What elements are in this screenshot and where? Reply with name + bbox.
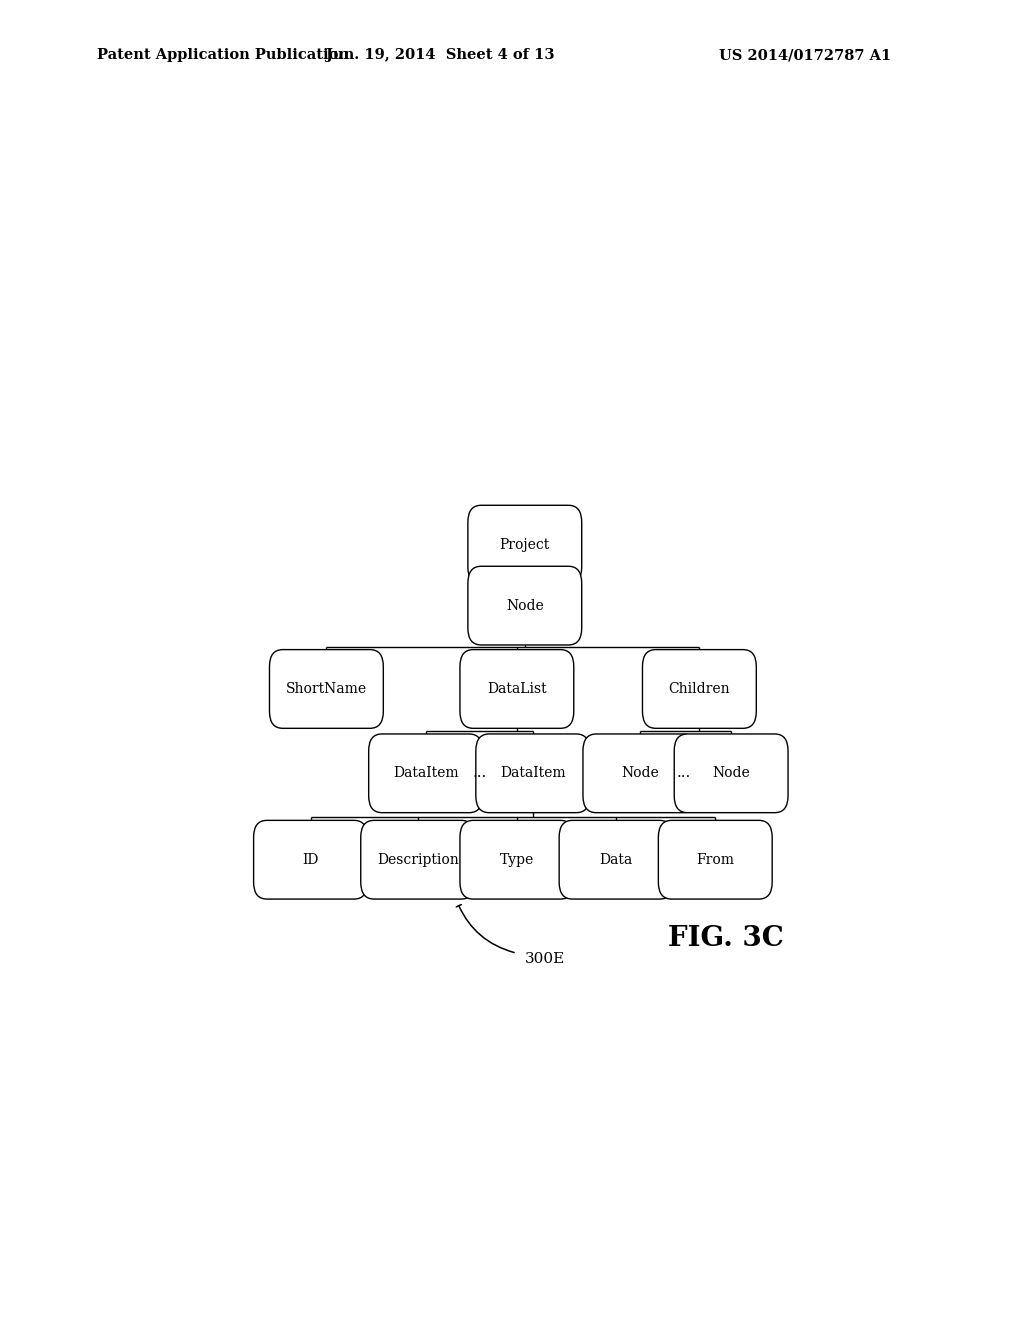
Text: Type: Type bbox=[500, 853, 534, 867]
FancyBboxPatch shape bbox=[460, 820, 573, 899]
Text: US 2014/0172787 A1: US 2014/0172787 A1 bbox=[719, 49, 891, 62]
FancyBboxPatch shape bbox=[476, 734, 590, 813]
Text: Patent Application Publication: Patent Application Publication bbox=[97, 49, 349, 62]
Text: Node: Node bbox=[506, 598, 544, 612]
Text: ...: ... bbox=[677, 767, 690, 780]
FancyBboxPatch shape bbox=[658, 820, 772, 899]
FancyBboxPatch shape bbox=[254, 820, 368, 899]
Text: ID: ID bbox=[302, 853, 318, 867]
FancyBboxPatch shape bbox=[460, 649, 573, 729]
FancyBboxPatch shape bbox=[583, 734, 696, 813]
FancyBboxPatch shape bbox=[468, 506, 582, 583]
Text: Node: Node bbox=[713, 767, 750, 780]
Text: FIG. 3C: FIG. 3C bbox=[668, 925, 783, 953]
Text: ...: ... bbox=[472, 767, 486, 780]
Text: 300E: 300E bbox=[524, 952, 565, 966]
FancyBboxPatch shape bbox=[642, 649, 757, 729]
FancyBboxPatch shape bbox=[360, 820, 474, 899]
FancyBboxPatch shape bbox=[369, 734, 482, 813]
Text: DataItem: DataItem bbox=[393, 767, 459, 780]
FancyBboxPatch shape bbox=[468, 566, 582, 645]
Text: Children: Children bbox=[669, 682, 730, 696]
Text: Jun. 19, 2014  Sheet 4 of 13: Jun. 19, 2014 Sheet 4 of 13 bbox=[326, 49, 555, 62]
Text: Node: Node bbox=[621, 767, 658, 780]
Text: DataItem: DataItem bbox=[500, 767, 565, 780]
Text: Project: Project bbox=[500, 537, 550, 552]
Text: DataList: DataList bbox=[487, 682, 547, 696]
Text: Data: Data bbox=[599, 853, 633, 867]
Text: Description: Description bbox=[377, 853, 459, 867]
FancyBboxPatch shape bbox=[559, 820, 673, 899]
Text: From: From bbox=[696, 853, 734, 867]
Text: ShortName: ShortName bbox=[286, 682, 367, 696]
FancyBboxPatch shape bbox=[674, 734, 788, 813]
FancyBboxPatch shape bbox=[269, 649, 383, 729]
